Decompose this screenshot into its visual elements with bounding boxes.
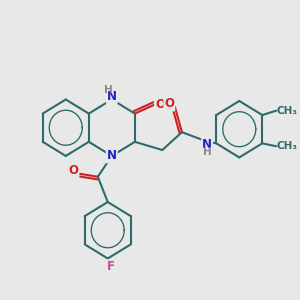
Text: H: H bbox=[104, 85, 113, 95]
Text: O: O bbox=[164, 98, 174, 110]
Text: F: F bbox=[106, 260, 115, 273]
Text: N: N bbox=[107, 90, 117, 103]
Text: H: H bbox=[203, 147, 212, 158]
Text: O: O bbox=[68, 164, 79, 177]
Text: O: O bbox=[155, 98, 165, 111]
Text: CH₃: CH₃ bbox=[277, 106, 298, 116]
Text: N: N bbox=[107, 149, 117, 162]
Text: N: N bbox=[202, 138, 212, 151]
Text: CH₃: CH₃ bbox=[277, 141, 298, 151]
